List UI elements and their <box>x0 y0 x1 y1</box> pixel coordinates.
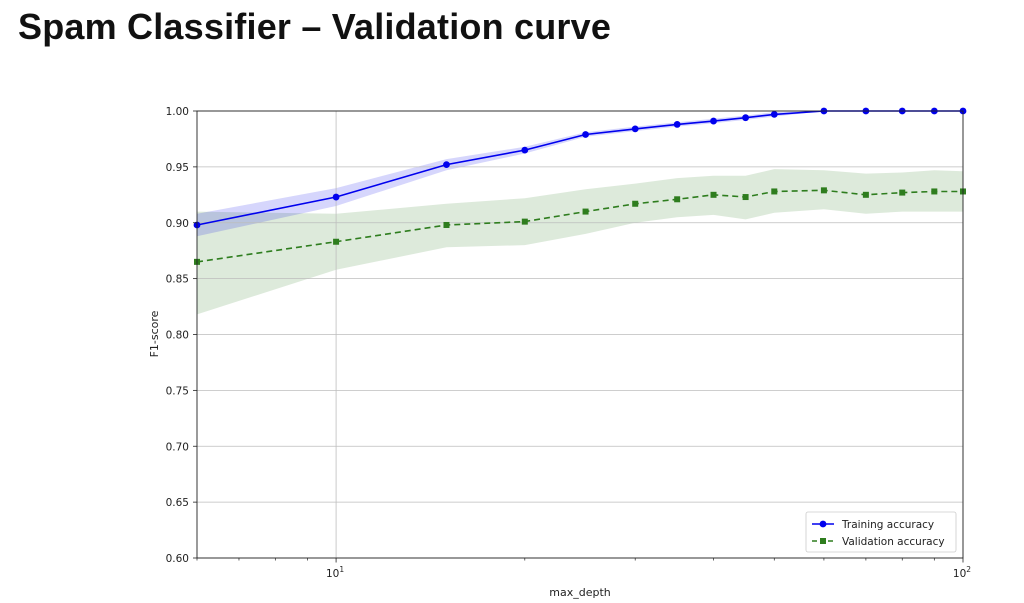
data-point <box>582 208 589 215</box>
x-tick-label: 102 <box>953 565 971 580</box>
data-point <box>820 187 827 194</box>
y-tick-label: 0.65 <box>166 497 189 509</box>
data-point <box>333 238 340 245</box>
data-point <box>710 117 717 125</box>
data-point <box>742 114 749 122</box>
y-tick-label: 0.85 <box>166 274 189 286</box>
y-tick-label: 0.75 <box>166 385 189 397</box>
data-point <box>673 121 681 128</box>
data-point <box>862 191 869 198</box>
y-tick-label: 0.70 <box>166 441 189 453</box>
data-point <box>771 188 778 195</box>
data-point <box>710 191 717 198</box>
y-tick-label: 0.95 <box>166 162 189 174</box>
data-point <box>632 200 639 207</box>
data-point <box>521 218 528 225</box>
y-axis-label: F1-score <box>148 310 161 357</box>
y-tick-label: 1.00 <box>166 106 189 118</box>
x-tick-label: 101 <box>326 565 344 580</box>
data-point <box>443 161 450 169</box>
data-point <box>674 196 681 203</box>
legend-label: Validation accuracy <box>842 536 945 548</box>
data-point <box>899 189 906 196</box>
tick-labels: 0.60 0.65 0.70 0.75 0.80 0.85 0.90 0.95 1.00 101 1… <box>166 106 972 580</box>
data-point <box>931 188 938 195</box>
data-point <box>521 146 529 154</box>
data-point <box>443 221 450 228</box>
confidence-bands <box>197 111 963 315</box>
legend-box <box>805 511 957 553</box>
data-point <box>742 194 749 201</box>
legend: Training accuracy Validation accuracy <box>805 511 957 553</box>
y-tick-label: 0.80 <box>166 330 189 342</box>
slide-title: Spam Classifier – Validation curve <box>18 6 612 47</box>
legend-marker <box>819 520 827 528</box>
data-point <box>631 125 639 133</box>
legend-marker <box>820 538 826 544</box>
confidence-band <box>197 169 963 315</box>
y-tick-label: 0.90 <box>166 218 189 230</box>
data-point <box>332 193 340 201</box>
x-axis-label: max_depth <box>549 586 611 599</box>
data-point <box>770 110 778 118</box>
y-tick-label: 0.60 <box>166 553 189 565</box>
data-point <box>582 131 589 138</box>
legend-label: Training accuracy <box>841 519 934 531</box>
